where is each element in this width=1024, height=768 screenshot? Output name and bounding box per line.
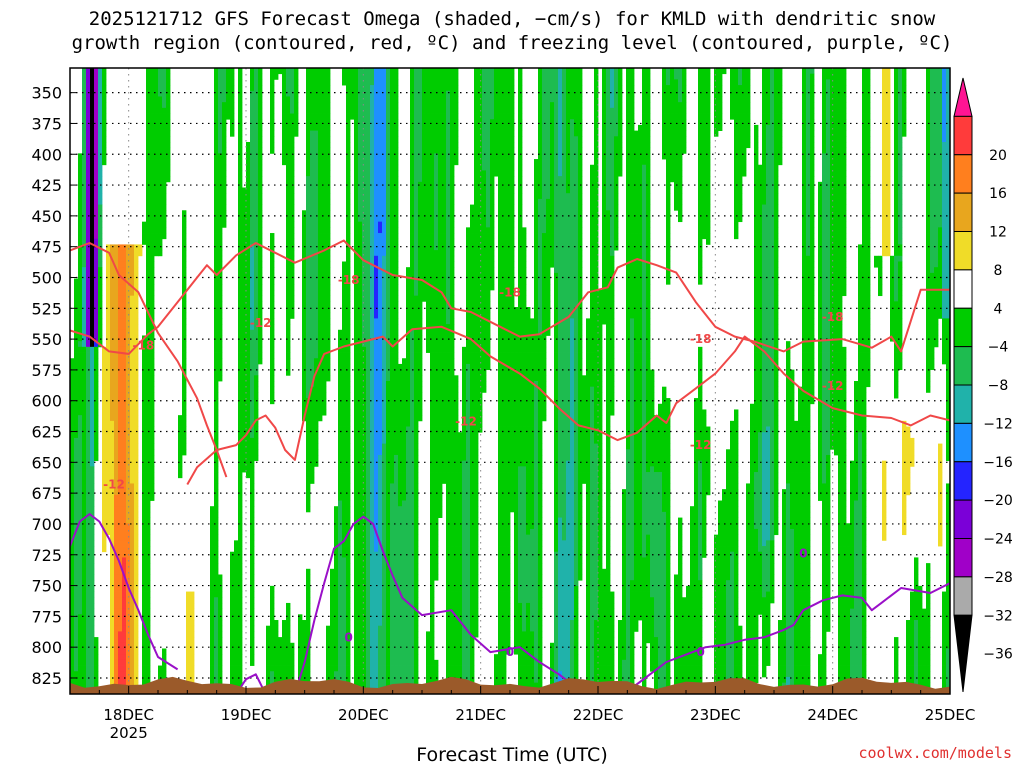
y-tick-label: 575 [31,361,62,380]
colorbar-bin [953,499,973,539]
credit-link[interactable]: coolwx.com/models [858,744,1012,762]
y-tick-label: 700 [31,515,62,534]
y-tick-label: 825 [31,669,62,688]
colorbar-bin [953,192,973,232]
colorbar-bin [953,346,973,386]
colorbar-bin [953,307,973,348]
omega-shading [70,68,950,694]
y-tick-label: 425 [31,176,62,195]
contour-label: 0 [696,645,704,659]
y-tick-label: 750 [31,577,62,596]
colorbar-bin [953,576,973,616]
colorbar-tick-label: 20 [989,148,1007,164]
contour-labels: -18 -12 -18 -18 -12 -18 -12 -18 -12 -12 0 0 0 0 [103,273,843,659]
colorbar-tick-label: −32 [983,608,1013,624]
x-tick-label: 24DEC [807,706,858,724]
colorbar-bin [953,231,973,271]
contour-label: -12 [690,438,712,452]
y-tick-label: 625 [31,423,62,442]
colorbar-tick-label: 12 [989,225,1007,241]
y-tick-label: 550 [31,330,62,349]
colorbar-bin [953,384,973,424]
colorbar-bin [953,269,973,309]
chart-title-line-1: 2025121712 GFS Forecast Omega (shaded, −… [88,8,936,30]
colorbar-top-arrow [953,77,973,117]
y-tick-label: 475 [31,238,62,257]
contour-label: -12 [822,379,844,393]
colorbar-tick-label: −12 [983,416,1013,432]
x-axis-label: Forecast Time (UTC) [416,744,608,766]
contour-label: -18 [690,332,712,346]
y-tick-label: 500 [31,268,62,287]
colorbar-tick-label: −20 [983,493,1013,509]
colorbar-tick-label: −8 [988,378,1009,394]
terrain [70,676,950,694]
y-tick-label: 375 [31,114,62,133]
contours [70,239,950,694]
contour-label: -12 [103,478,125,492]
y-tick-label: 525 [31,299,62,318]
y-tick-label: 450 [31,207,62,226]
colorbar-tick-label: 8 [994,263,1003,279]
colorbar-bin [953,538,973,578]
colorbar: 20 16 12 8 4 −4 −8 −12 −16 −20 −24 −28 −32 −36 [953,77,1013,693]
contour-label: 0 [344,630,352,644]
contour-label: -18 [499,285,521,299]
x-tick-label: 18DEC [103,706,154,724]
y-tick-label: 650 [31,453,62,472]
colorbar-bin [953,422,973,463]
contour-label: -12 [455,415,477,429]
colorbar-bin [953,154,973,194]
x-tick-label: 20DEC [338,706,389,724]
plot-area [70,68,950,694]
contour-label: 0 [506,645,514,659]
colorbar-bottom-arrow [953,614,973,693]
y-tick-label: 600 [31,392,62,411]
colorbar-tick-label: −4 [988,340,1009,356]
colorbar-tick-label: 4 [994,301,1003,317]
y-tick-label: 675 [31,484,62,503]
colorbar-tick-label: 16 [989,186,1007,202]
y-axis: 350 375 400 425 450 475 500 525 550 575 600 625 650 6… [31,84,76,688]
x-axis: 18DEC 19DEC 20DEC 21DEC 22DEC 23DEC 24DEC 25DEC… [69,686,976,742]
contour-label: -18 [822,310,844,324]
colorbar-tick-label: −16 [983,455,1013,471]
y-tick-label: 400 [31,145,62,164]
colorbar-tick-label: −28 [983,570,1013,586]
contour-label: 0 [799,547,807,561]
contour-label: -18 [338,273,360,287]
contour-label: -18 [132,338,154,352]
y-tick-label: 775 [31,607,62,626]
colorbar-tick-label: −36 [983,647,1013,663]
x-tick-label: 19DEC [221,706,272,724]
x-tick-label: 25DEC [925,706,976,724]
x-year-label: 2025 [110,724,148,742]
grid-lines [70,68,950,694]
chart-title-line-2: growth region (contoured, red, ºC) and f… [71,32,953,54]
y-tick-label: 800 [31,638,62,657]
y-tick-label: 350 [31,84,62,103]
x-tick-label: 21DEC [455,706,506,724]
colorbar-tick-label: −24 [983,532,1013,548]
colorbar-bin [953,115,973,156]
colorbar-bin [953,461,973,501]
contour-label: -12 [250,316,272,330]
y-tick-label: 725 [31,546,62,565]
x-tick-label: 22DEC [573,706,624,724]
x-tick-label: 23DEC [690,706,741,724]
